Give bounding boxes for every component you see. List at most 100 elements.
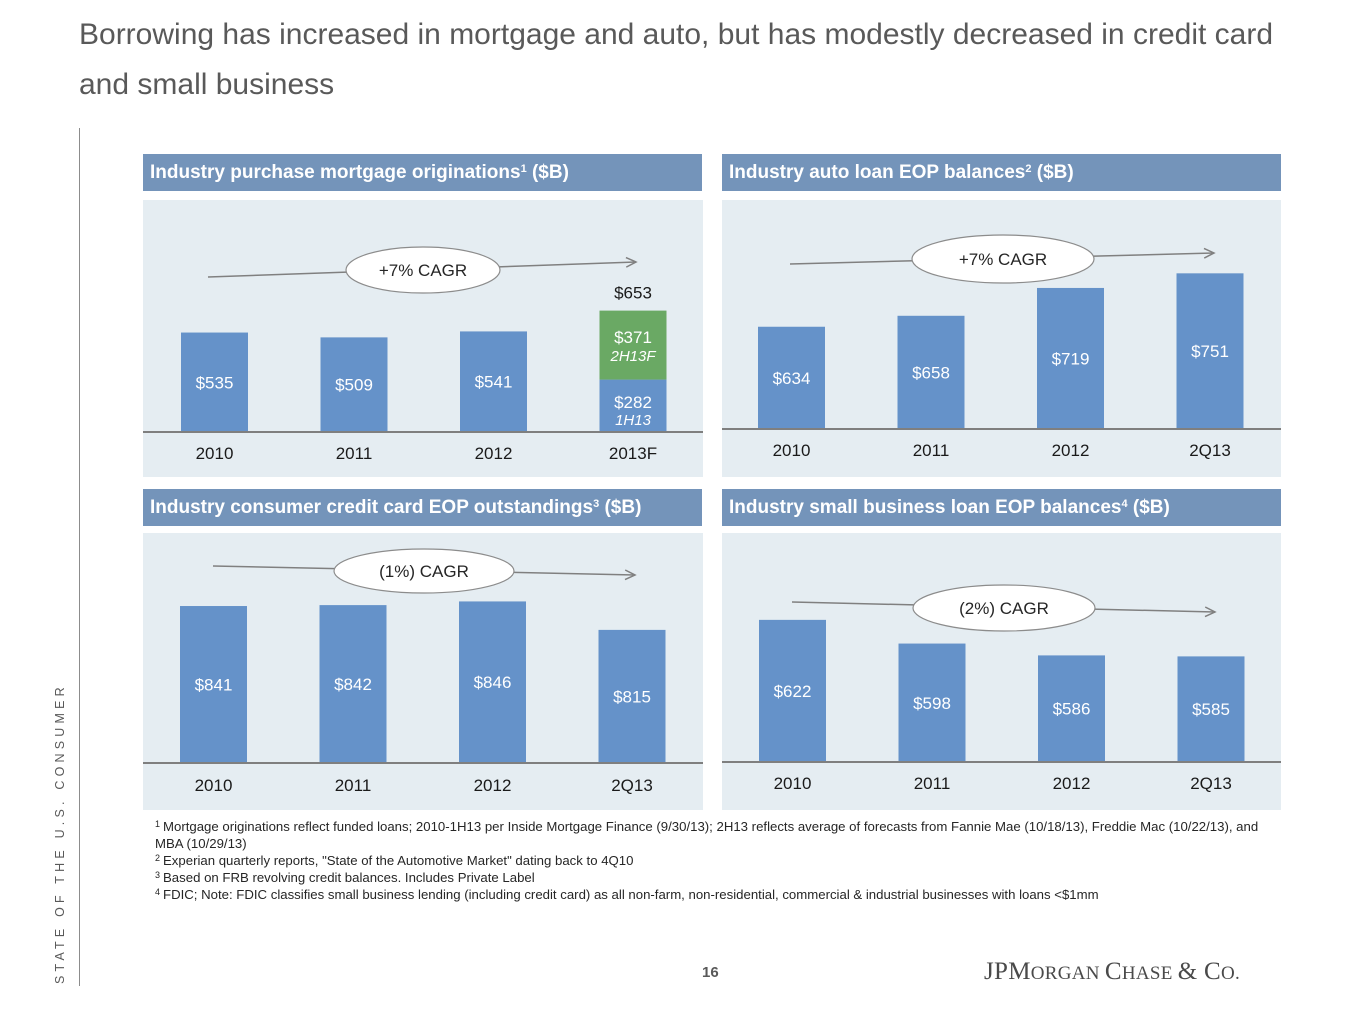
chart-credit-card-svg: (1%) CAGR $841 2010 $842 2011 $846 2012 $815 2Q1…: [143, 548, 703, 795]
bar-value-label: $842: [334, 675, 372, 694]
cagr-bubble: [911, 234, 1095, 284]
trend-arrowhead: [1204, 606, 1217, 618]
x-tick-label: 2011: [335, 776, 372, 795]
x-tick-label: 2010: [773, 441, 811, 460]
bar-value-label: $585: [1192, 700, 1230, 719]
cagr-label: +7% CAGR: [959, 250, 1047, 269]
panel-header-credit-card: Industry consumer credit card EOP outsta…: [143, 489, 702, 526]
footnote-number: 3: [155, 870, 161, 880]
footnote-3: 3 Based on FRB revolving credit balances.…: [155, 869, 1285, 886]
bar-value-label: $846: [474, 673, 512, 692]
bar-segment-2h13f: [599, 310, 667, 380]
bar: [180, 606, 247, 763]
bar-segment-1h13: [599, 379, 667, 432]
bar-value-label: $719: [1052, 349, 1090, 368]
x-tick-label: 2Q13: [1190, 774, 1232, 793]
bar: [897, 315, 965, 429]
page-number: 16: [702, 964, 719, 981]
jpmorgan-chase-logo: JPMORGAN CHASE & CO.: [984, 958, 1241, 985]
footnotes: 1 Mortgage originations reflect funded lo…: [155, 818, 1285, 903]
side-label: STATE OF THE U.S. CONSUMER: [53, 683, 67, 984]
bar: [459, 601, 526, 763]
bar: [181, 332, 248, 432]
panel-title: Industry auto loan EOP balances: [729, 162, 1026, 183]
bar-value-label: $586: [1053, 700, 1091, 719]
bar: [758, 326, 825, 429]
bar: [1176, 273, 1244, 429]
x-tick-label: 2Q13: [1189, 441, 1231, 460]
x-tick-label: 2012: [1053, 774, 1091, 793]
panel-header-small-business: Industry small business loan EOP balance…: [722, 489, 1281, 526]
bar-value-label: $634: [773, 369, 811, 388]
chart-small-business: (2%) CAGR $622 2010 $598 2011 $586 2012 $585 2Q1…: [722, 533, 1281, 810]
footnote-4: 4 FDIC; Note: FDIC classifies small busin…: [155, 886, 1285, 903]
bar: [898, 643, 966, 762]
x-tick-label: 2012: [475, 444, 513, 463]
x-tick-label: 2010: [195, 776, 233, 795]
panel-unit: ($B): [599, 497, 642, 518]
bar-value-label: $598: [913, 694, 951, 713]
x-tick-label: 2Q13: [611, 776, 653, 795]
cagr-bubble: [333, 548, 515, 594]
chart-mortgage: +7% CAGR $535 2010 $509 2011 $541 2012 $282 1H13…: [143, 200, 703, 477]
bar-value-label: $841: [195, 676, 233, 695]
bar-segment-label: 1H13: [615, 412, 652, 429]
footnote-text: Based on FRB revolving credit balances. …: [163, 870, 535, 885]
bar: [598, 629, 666, 763]
panel-title: Industry purchase mortgage originations: [150, 162, 521, 183]
panel-title: Industry small business loan EOP balance…: [729, 497, 1122, 518]
chart-mortgage-svg: +7% CAGR $535 2010 $509 2011 $541 2012 $2821H13…: [143, 246, 703, 463]
x-tick-label: 2011: [914, 774, 951, 793]
bar-value-label: $658: [912, 363, 950, 382]
footnote-number: 1: [155, 819, 161, 829]
bar-total-label: $653: [614, 284, 652, 303]
footnote-text: Mortgage originations reflect funded loa…: [155, 819, 1259, 851]
bar-value-label: $541: [475, 373, 513, 392]
cagr-bubble: [345, 246, 501, 294]
cagr-label: +7% CAGR: [379, 261, 467, 280]
bar-value-label: $751: [1191, 342, 1229, 361]
bar-value-label: $535: [196, 373, 234, 392]
x-tick-label: 2011: [336, 444, 373, 463]
bar: [319, 605, 387, 763]
bar-value-label: $282: [614, 393, 652, 412]
footnote-2: 2 Experian quarterly reports, "State of t…: [155, 852, 1285, 869]
panel-title: Industry consumer credit card EOP outsta…: [150, 497, 594, 518]
panel-header-auto: Industry auto loan EOP balances2 ($B): [722, 154, 1281, 191]
panel-unit: ($B): [1127, 497, 1170, 518]
footnote-number: 2: [155, 853, 161, 863]
chart-auto: +7% CAGR $634 2010 $658 2011 $719 2012 $751 2Q13: [722, 200, 1281, 477]
bar: [1038, 655, 1105, 762]
x-tick-label: 2010: [774, 774, 812, 793]
x-tick-label: 2011: [913, 441, 950, 460]
cagr-bubble: [912, 584, 1096, 632]
panel-unit: ($B): [1031, 162, 1074, 183]
panel-unit: ($B): [526, 162, 569, 183]
x-tick-label: 2010: [196, 444, 234, 463]
footnote-ref: 2: [1025, 163, 1032, 175]
x-tick-label: 2012: [1052, 441, 1090, 460]
bar: [320, 337, 388, 432]
chart-credit-card: (1%) CAGR $841 2010 $842 2011 $846 2012 $815 2Q1…: [143, 533, 703, 810]
footnote-ref: 3: [593, 498, 600, 510]
panel-header-mortgage: Industry purchase mortgage originations1…: [143, 154, 702, 191]
footnote-text: FDIC; Note: FDIC classifies small busine…: [163, 887, 1099, 902]
bar: [460, 331, 527, 432]
chart-auto-svg: +7% CAGR $634 2010 $658 2011 $719 2012 $751 2Q13: [722, 234, 1281, 460]
bar-value-label: $509: [335, 376, 373, 395]
footnote-1: 1 Mortgage originations reflect funded lo…: [155, 818, 1285, 852]
bar-value-label: $371: [614, 328, 652, 347]
chart-small-business-svg: (2%) CAGR $622 2010 $598 2011 $586 2012 $585 2Q1…: [722, 584, 1281, 793]
x-tick-label: 2013F: [609, 444, 657, 463]
trend-arrowhead: [624, 569, 637, 581]
bar: [1037, 287, 1104, 429]
bar: [1177, 656, 1245, 762]
x-tick-label: 2012: [474, 776, 512, 795]
footnote-number: 4: [155, 887, 161, 897]
footnote-ref: 1: [520, 163, 527, 175]
bar-segment-label: 2H13F: [609, 348, 656, 365]
bar: [759, 619, 826, 762]
side-divider: [79, 128, 80, 986]
bar-value-label: $622: [774, 682, 812, 701]
bar-value-label: $815: [613, 687, 651, 706]
